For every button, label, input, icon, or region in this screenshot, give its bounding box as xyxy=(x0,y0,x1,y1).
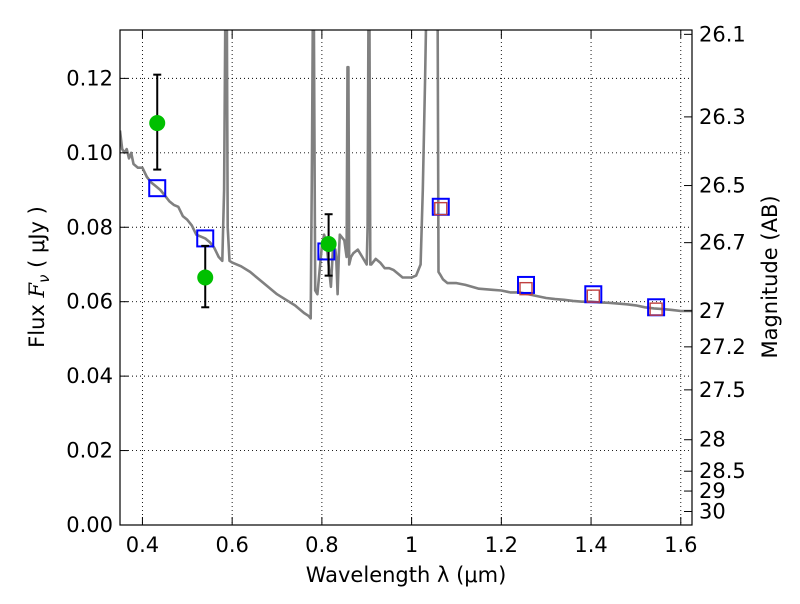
y-axis-title-prefix: Flux xyxy=(25,298,49,348)
series-layer xyxy=(120,30,692,320)
synthetic-photometry-square xyxy=(519,281,533,296)
x-tick-label: 1.6 xyxy=(664,533,697,557)
y-tick-label: 0.10 xyxy=(66,141,113,165)
x-axis-title: Wavelength λ (μm) xyxy=(306,563,507,587)
x-tick-label: 0.6 xyxy=(215,533,248,557)
y-axis-title-subscript: ν xyxy=(35,275,53,283)
tick-labels: 0.4 0.6 0.8 1 1.2 1.4 1.6 0.00 0.02 0.04 0.06 0.08 0… xyxy=(66,22,746,557)
magnitude-tick-label: 28 xyxy=(699,428,726,452)
observed-point xyxy=(149,115,166,132)
model-photometry-square xyxy=(148,179,167,198)
y-tick-label: 0.06 xyxy=(66,290,113,314)
axis-ticks xyxy=(120,30,692,526)
magnitude-tick-label: 27 xyxy=(699,299,726,323)
magnitude-tick-label: 27.5 xyxy=(699,378,746,402)
magnitude-tick-label: 26.1 xyxy=(699,22,746,46)
y-axis-title-symbol: F xyxy=(25,282,49,299)
synthetic-photometry-square xyxy=(649,302,663,316)
observed-point xyxy=(320,236,337,253)
x-tick-label: 1 xyxy=(405,533,418,557)
magnitude-tick-label: 30 xyxy=(699,499,726,523)
y-tick-label: 0.04 xyxy=(66,364,113,388)
synthetic-photometry-square xyxy=(434,201,448,216)
y-tick-label: 0.02 xyxy=(66,439,113,463)
x-tick-label: 0.4 xyxy=(126,533,159,557)
y-tick-label: 0.00 xyxy=(66,513,113,537)
y2-axis-title: Magnitude (AB) xyxy=(758,195,782,358)
y-tick-label: 0.08 xyxy=(66,215,113,239)
x-tick-label: 1.2 xyxy=(485,533,518,557)
y-axis-title-suffix: ( μJy ) xyxy=(25,206,49,274)
magnitude-tick-label: 26.7 xyxy=(699,231,746,255)
model-photometry-square xyxy=(517,275,536,294)
y-axis-title: Flux Fν ( μJy ) xyxy=(25,206,53,348)
magnitude-tick-label: 27.2 xyxy=(699,335,746,359)
synthetic-photometry-square xyxy=(586,289,601,303)
magnitude-tick-label: 28.5 xyxy=(699,459,746,483)
y-tick-label: 0.12 xyxy=(66,66,113,90)
plot-frame xyxy=(119,29,693,526)
observed-point xyxy=(197,269,214,286)
magnitude-tick-label: 26.5 xyxy=(699,174,746,198)
magnitude-tick-label: 26.3 xyxy=(699,105,746,129)
x-tick-label: 1.4 xyxy=(574,533,607,557)
magnitude-tick-label: 29 xyxy=(699,479,726,503)
x-tick-label: 0.8 xyxy=(305,533,338,557)
